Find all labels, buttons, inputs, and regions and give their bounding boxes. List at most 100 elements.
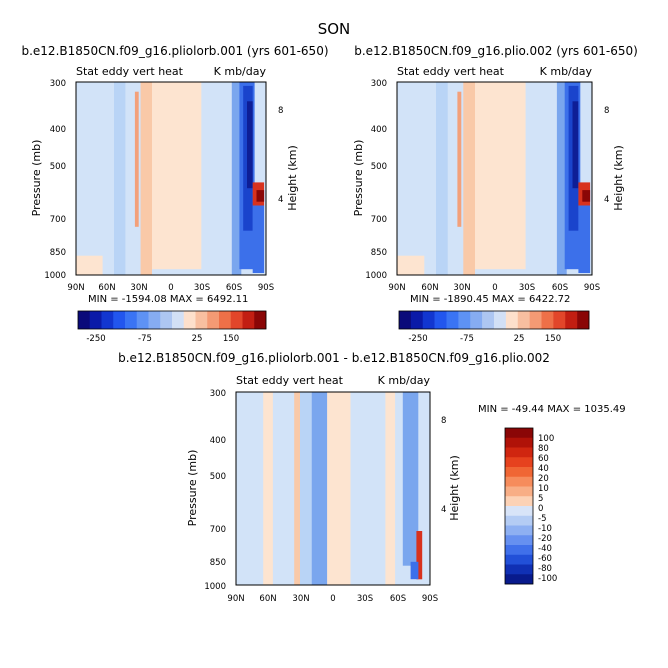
colorbar-frame bbox=[504, 427, 534, 585]
colorbar-swatch-14 bbox=[505, 554, 533, 565]
panel-3-plot-area bbox=[235, 391, 431, 586]
panel-2-xtick-30n: 30N bbox=[453, 283, 470, 293]
panel-2-ytick-1000: 1000 bbox=[365, 271, 387, 281]
panel-2-ytick-300: 300 bbox=[371, 79, 387, 89]
panel-2-y2-ticks: 8 4 bbox=[604, 106, 609, 205]
field-band-g bbox=[385, 392, 396, 585]
field-heat-max bbox=[416, 531, 423, 580]
field-band-d bbox=[311, 392, 328, 585]
panel-3-xtick-90s: 90S bbox=[422, 594, 438, 604]
colorbar-swatch-15 bbox=[505, 564, 533, 575]
panel-1-x-ticks: 90N 60N 30N 0 30S 60S 90S bbox=[67, 283, 274, 293]
panel-1-left-subtitle: Stat eddy vert heat bbox=[76, 65, 184, 78]
panel-3-ylabel: Pressure (mb) bbox=[186, 450, 199, 527]
panel-1-y2label: Height (km) bbox=[286, 145, 299, 211]
colorbar-swatch-9 bbox=[494, 311, 507, 329]
panel-2-title: b.e12.B1850CN.f09_g16.plio.002 (yrs 601-… bbox=[354, 44, 638, 58]
colorbar-swatch-7 bbox=[148, 311, 161, 329]
panel-1-ytick-400: 400 bbox=[50, 125, 66, 135]
panel-1-colorbar-labels: -250 -75 25 150 bbox=[86, 334, 239, 344]
colorbar-swatch-4 bbox=[113, 311, 126, 329]
field-band-southern-edge bbox=[231, 82, 242, 275]
panel-2-stats: MIN = -1890.45 MAX = 6422.72 bbox=[410, 294, 570, 305]
colorbar-swatch-5 bbox=[446, 311, 459, 329]
panel-1-y2tick-4: 4 bbox=[278, 195, 283, 205]
colorbar-swatch-4 bbox=[434, 311, 447, 329]
panel-1-xtick-60n: 60N bbox=[98, 283, 115, 293]
field-heat-peak bbox=[256, 190, 265, 202]
panel-1-stats: MIN = -1594.08 MAX = 6492.11 bbox=[88, 294, 248, 305]
field-band-southern-edge bbox=[556, 82, 567, 275]
panel-3-xtick-60s: 60S bbox=[390, 594, 406, 604]
panel-3-xtick-30n: 30N bbox=[292, 594, 309, 604]
panel-3-title: b.e12.B1850CN.f09_g16.pliolorb.001 - b.e… bbox=[118, 351, 550, 365]
panel-1-ytick-700: 700 bbox=[50, 215, 66, 225]
panel-3-x-ticks: 90N 60N 30N 0 30S 60S 90S bbox=[227, 594, 438, 604]
field-core-deep bbox=[572, 101, 579, 189]
field-band-south bbox=[475, 82, 526, 270]
colorbar-swatch-12 bbox=[505, 535, 533, 546]
colorbar-swatch-4 bbox=[505, 457, 533, 468]
field-band-30n bbox=[114, 82, 126, 275]
panel-2: b.e12.B1850CN.f09_g16.plio.002 (yrs 601-… bbox=[352, 44, 638, 344]
panel-2-plot-area bbox=[396, 81, 593, 276]
colorbar-swatch-3 bbox=[505, 447, 533, 458]
field-band-60s bbox=[525, 82, 555, 275]
panel-1-y2tick-8: 8 bbox=[278, 106, 283, 116]
panel-2-cbar-label-2: -75 bbox=[460, 334, 474, 344]
panel-3-right-subtitle: K mb/day bbox=[378, 374, 431, 387]
colorbar-swatch-13 bbox=[505, 545, 533, 556]
panel-3-cbar-label-40: 40 bbox=[538, 464, 549, 474]
panel-2-y-ticks: 300 400 500 700 850 1000 bbox=[365, 79, 387, 281]
panel-3-cbar-label-neg80: -80 bbox=[538, 564, 552, 574]
panel-3-cbar-label-60: 60 bbox=[538, 454, 549, 464]
field-streak-tropics bbox=[134, 91, 139, 227]
panel-2-colorbar-labels: -250 -75 25 150 bbox=[408, 334, 561, 344]
panel-2-left-subtitle: Stat eddy vert heat bbox=[397, 65, 505, 78]
panel-2-cbar-label-1: -250 bbox=[408, 334, 427, 344]
colorbar-swatch-9 bbox=[172, 311, 185, 329]
colorbar-swatch-14 bbox=[230, 311, 243, 329]
panel-3-y2-ticks: 8 4 bbox=[441, 416, 446, 515]
colorbar-swatch-16 bbox=[254, 311, 267, 329]
colorbar-swatch-13 bbox=[541, 311, 554, 329]
panel-3-ytick-400: 400 bbox=[210, 436, 226, 446]
panel-3-colorbar-labels: 100 80 60 40 20 10 5 0 -5 -10 -20 -40 -6… bbox=[538, 434, 557, 584]
colorbar-swatch-6 bbox=[505, 476, 533, 487]
panel-1-ytick-500: 500 bbox=[50, 162, 66, 172]
field-band-f bbox=[350, 392, 386, 585]
colorbar-swatch-15 bbox=[565, 311, 578, 329]
panel-3-cbar-label-80: 80 bbox=[538, 444, 549, 454]
field-streak-tropics bbox=[457, 91, 462, 227]
colorbar-swatch-12 bbox=[529, 311, 542, 329]
panel-3-cbar-label-5: 5 bbox=[538, 494, 543, 504]
colorbar-swatch-5 bbox=[505, 467, 533, 478]
panel-1-y2-ticks: 8 4 bbox=[278, 106, 283, 205]
colorbar-swatch-16 bbox=[505, 574, 533, 585]
panel-1-title: b.e12.B1850CN.f09_g16.pliolorb.001 (yrs … bbox=[21, 44, 328, 58]
plot-frame bbox=[396, 81, 593, 276]
colorbar-swatch-8 bbox=[482, 311, 495, 329]
panel-3-y2tick-8: 8 bbox=[441, 416, 446, 426]
panel-3-xtick-60n: 60N bbox=[259, 594, 276, 604]
colorbar-frame bbox=[398, 310, 590, 330]
panel-3-y-ticks: 300 400 500 700 850 1000 bbox=[204, 389, 226, 592]
panel-1-cbar-label-1: -250 bbox=[86, 334, 105, 344]
panel-1-plot-area bbox=[75, 81, 267, 276]
figure-title: SON bbox=[318, 20, 351, 38]
panel-2-cbar-label-4: 150 bbox=[545, 334, 561, 344]
colorbar-swatch-10 bbox=[183, 311, 196, 329]
panel-2-xtick-0: 0 bbox=[492, 283, 497, 293]
panel-3-xtick-30s: 30S bbox=[357, 594, 373, 604]
panel-2-ytick-400: 400 bbox=[371, 125, 387, 135]
panel-1-cbar-label-4: 150 bbox=[223, 334, 239, 344]
panel-1-xtick-60s: 60S bbox=[226, 283, 242, 293]
field-band-30n bbox=[436, 82, 448, 275]
panel-3-cbar-label-neg40: -40 bbox=[538, 544, 552, 554]
panel-1-xtick-30s: 30S bbox=[194, 283, 210, 293]
field-lower-polar bbox=[252, 205, 265, 273]
colorbar-swatch-3 bbox=[422, 311, 435, 329]
panel-3-cbar-label-20: 20 bbox=[538, 474, 549, 484]
panel-1-cbar-label-3: 25 bbox=[192, 334, 203, 344]
